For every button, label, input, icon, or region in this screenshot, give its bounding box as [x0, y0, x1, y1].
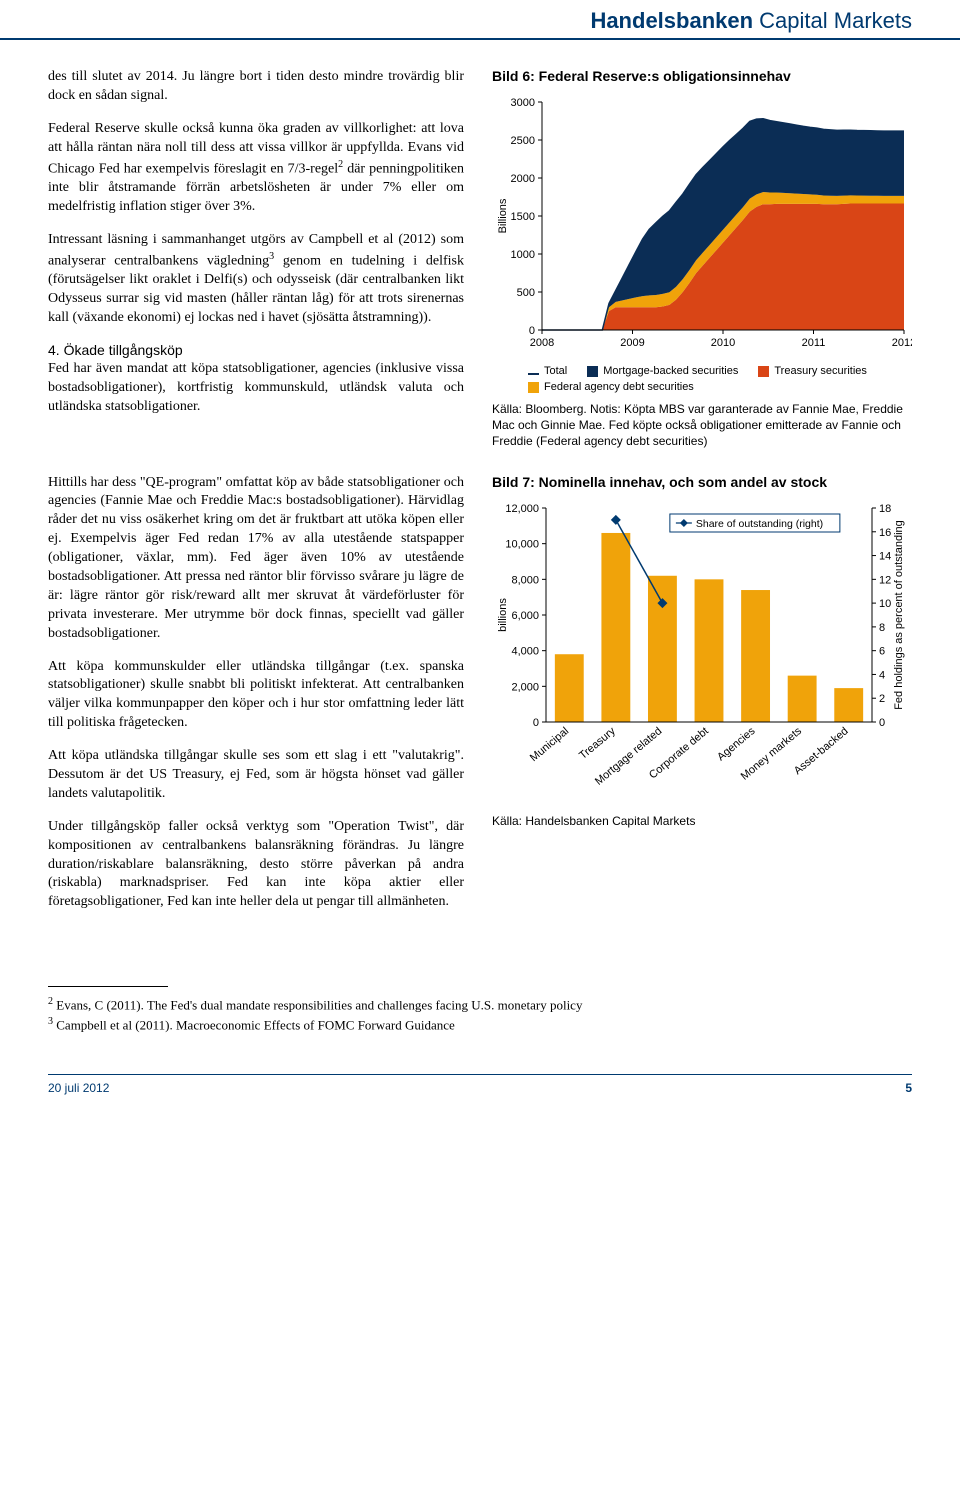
svg-text:Fed holdings as percent of out: Fed holdings as percent of outstanding	[893, 520, 905, 710]
svg-text:12: 12	[879, 574, 891, 586]
paragraph: Hittills har dess "QE-program" omfattat …	[48, 474, 464, 644]
right-column-bottom: Bild 7: Nominella innehav, och som andel…	[492, 474, 912, 927]
svg-text:6: 6	[879, 645, 885, 657]
page-footer: 20 juli 2012 5	[48, 1074, 912, 1095]
chart6-legend: Total Mortgage-backed securities Treasury …	[492, 365, 912, 393]
chart6: 0 500 1000 1500 2000 2500 3000 Billions 2008 2009…	[492, 94, 912, 359]
page-body: des till slutet av 2014. Ju längre bort …	[0, 40, 960, 1111]
legend-item: Mortgage-backed securities	[587, 365, 738, 377]
two-column-bottom: Hittills har dess "QE-program" omfattat …	[48, 474, 912, 927]
svg-text:16: 16	[879, 526, 891, 538]
section-heading: 4. Ökade tillgångsköp	[48, 342, 464, 358]
chart7: 0 2,000 4,000 6,000 8,000 10,000 12,000 0 2 4 6 8 10…	[492, 500, 912, 805]
svg-text:2011: 2011	[802, 337, 826, 349]
chart7-source: Källa: Handelsbanken Capital Markets	[492, 813, 912, 829]
paragraph: des till slutet av 2014. Ju längre bort …	[48, 68, 464, 106]
chart6-source: Källa: Bloomberg. Notis: Köpta MBS var g…	[492, 401, 912, 450]
footnotes: 2 Evans, C (2011). The Fed's dual mandat…	[48, 995, 912, 1034]
paragraph: Att köpa kommunskulder eller utländska t…	[48, 658, 464, 734]
svg-text:2008: 2008	[530, 337, 554, 349]
svg-text:4: 4	[879, 669, 885, 681]
svg-text:billions: billions	[497, 597, 509, 631]
footnote-separator	[48, 986, 168, 987]
chart6-title: Bild 6: Federal Reserve:s obligationsinn…	[492, 68, 912, 84]
footer-date: 20 juli 2012	[48, 1081, 109, 1095]
right-column-top: Bild 6: Federal Reserve:s obligationsinn…	[492, 68, 912, 474]
svg-text:8: 8	[879, 621, 885, 633]
svg-text:2: 2	[879, 693, 885, 705]
svg-text:14: 14	[879, 550, 891, 562]
svg-text:500: 500	[517, 287, 535, 299]
brand: Handelsbanken Capital Markets	[590, 8, 912, 33]
chart7-title: Bild 7: Nominella innehav, och som andel…	[492, 474, 912, 490]
chart6-svg: 0 500 1000 1500 2000 2500 3000 Billions 2008 2009…	[492, 94, 912, 354]
paragraph: Intressant läsning i sammanhanget utgörs…	[48, 231, 464, 328]
svg-text:2000: 2000	[511, 173, 535, 185]
svg-text:Municipal: Municipal	[528, 725, 571, 764]
svg-text:Billions: Billions	[497, 198, 509, 233]
page-header: Handelsbanken Capital Markets	[0, 0, 960, 40]
paragraph: Federal Reserve skulle också kunna öka g…	[48, 120, 464, 217]
chart7-svg: 0 2,000 4,000 6,000 8,000 10,000 12,000 0 2 4 6 8 10…	[492, 500, 912, 800]
svg-text:10: 10	[879, 598, 891, 610]
legend-item: Treasury securities	[758, 365, 867, 377]
footer-page-number: 5	[905, 1081, 912, 1095]
two-column-top: des till slutet av 2014. Ju längre bort …	[48, 68, 912, 474]
brand-sub: Capital Markets	[753, 8, 912, 33]
svg-text:Agencies: Agencies	[715, 724, 758, 763]
svg-text:2012: 2012	[892, 337, 912, 349]
paragraph: Under tillgångsköp faller också verktyg …	[48, 818, 464, 912]
svg-text:Treasury: Treasury	[577, 724, 618, 761]
svg-text:12,000: 12,000	[505, 503, 539, 515]
svg-text:2010: 2010	[711, 337, 735, 349]
svg-text:3000: 3000	[511, 97, 535, 109]
svg-text:18: 18	[879, 503, 891, 515]
brand-name: Handelsbanken	[590, 8, 753, 33]
legend-item: Total	[528, 365, 567, 377]
svg-text:Share of outstanding (right): Share of outstanding (right)	[696, 518, 823, 530]
svg-text:0: 0	[533, 717, 539, 729]
paragraph: Fed har även mandat att köpa statsobliga…	[48, 360, 464, 417]
svg-text:4,000: 4,000	[511, 645, 539, 657]
left-column-top: des till slutet av 2014. Ju längre bort …	[48, 68, 464, 474]
svg-text:2009: 2009	[620, 337, 644, 349]
footnote-2: 2 Evans, C (2011). The Fed's dual mandat…	[48, 995, 912, 1015]
svg-text:2,000: 2,000	[511, 681, 539, 693]
paragraph: Att köpa utländska tillgångar skulle ses…	[48, 747, 464, 804]
legend-item: Federal agency debt securities	[528, 381, 694, 393]
svg-text:8,000: 8,000	[511, 574, 539, 586]
svg-text:2500: 2500	[511, 135, 535, 147]
svg-text:1000: 1000	[511, 249, 535, 261]
svg-text:0: 0	[529, 325, 535, 337]
left-column-bottom: Hittills har dess "QE-program" omfattat …	[48, 474, 464, 927]
svg-text:1500: 1500	[511, 211, 535, 223]
footnote-3: 3 Campbell et al (2011). Macroeconomic E…	[48, 1015, 912, 1035]
svg-text:10,000: 10,000	[505, 538, 539, 550]
svg-text:6,000: 6,000	[511, 610, 539, 622]
svg-text:0: 0	[879, 717, 885, 729]
